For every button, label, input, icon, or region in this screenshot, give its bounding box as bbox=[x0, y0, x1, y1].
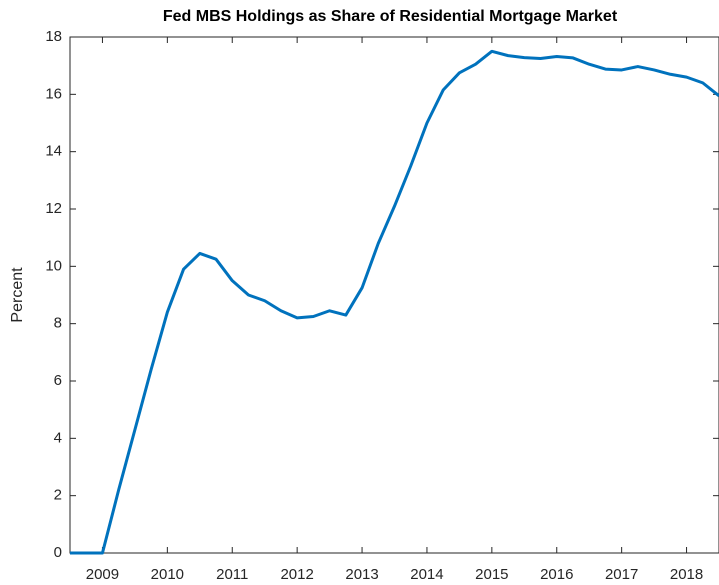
y-tick-label: 16 bbox=[45, 85, 62, 102]
y-tick-label: 4 bbox=[54, 429, 62, 446]
y-tick-label: 8 bbox=[54, 315, 62, 332]
plot-frame bbox=[69, 36, 719, 554]
x-tick-label: 2018 bbox=[670, 566, 703, 583]
y-tick-label: 6 bbox=[54, 372, 62, 389]
x-tick-label: 2009 bbox=[86, 566, 119, 583]
x-tick-label: 2011 bbox=[216, 566, 248, 583]
y-tick-label: 0 bbox=[54, 544, 62, 561]
chart-title: Fed MBS Holdings as Share of Residential… bbox=[163, 8, 618, 25]
y-tick-label: 2 bbox=[54, 487, 62, 504]
x-tick-label: 2012 bbox=[280, 566, 313, 583]
x-tick-label: 2010 bbox=[151, 566, 184, 583]
x-tick-label: 2016 bbox=[540, 566, 573, 583]
x-tick-label: 2014 bbox=[410, 566, 443, 583]
y-axis-label: Percent bbox=[9, 267, 26, 323]
y-tick-label: 14 bbox=[45, 143, 62, 160]
y-tick-label: 12 bbox=[45, 200, 62, 217]
y-tick-label: 18 bbox=[45, 28, 62, 45]
x-tick-label: 2013 bbox=[345, 566, 378, 583]
data-line bbox=[70, 49, 719, 555]
x-tick-label: 2015 bbox=[475, 566, 508, 583]
x-tick-label: 2017 bbox=[605, 566, 638, 583]
y-tick-label: 10 bbox=[45, 257, 62, 274]
